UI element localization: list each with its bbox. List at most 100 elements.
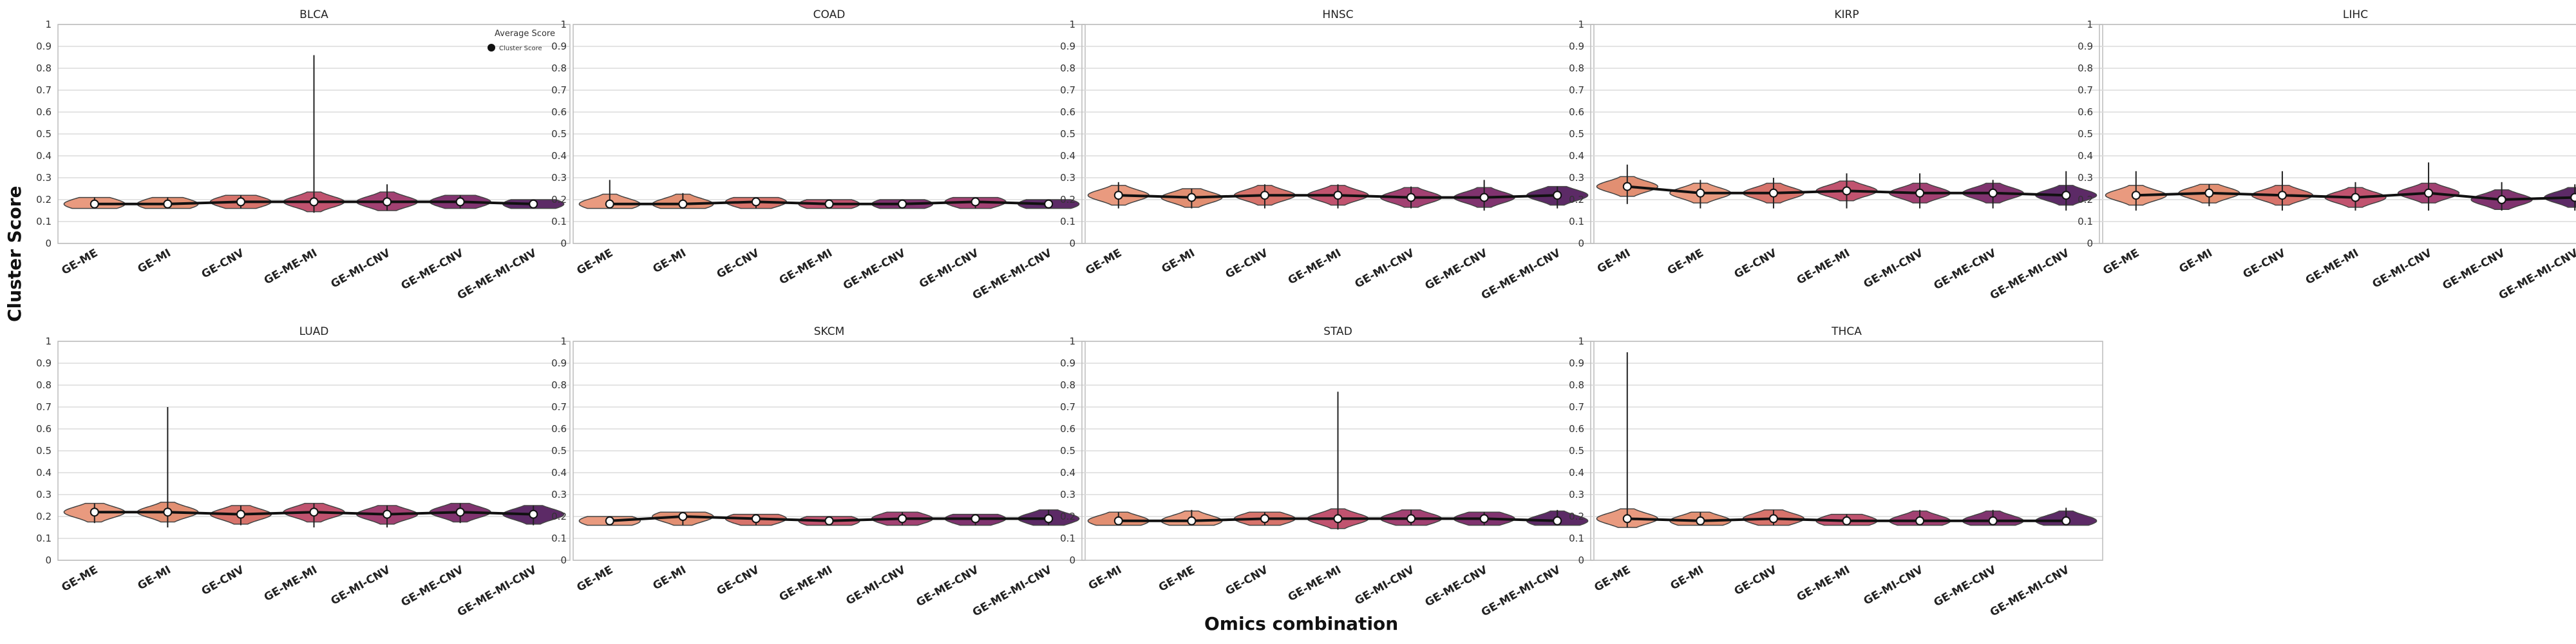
y-tick-label: 0.1 — [551, 533, 567, 544]
y-tick-label: 0.6 — [551, 423, 567, 435]
y-tick-label: 0.5 — [2078, 128, 2093, 140]
y-tick-label: 0.9 — [1060, 41, 1075, 52]
y-tick-label: 0.5 — [1060, 445, 1075, 457]
y-tick-label: 0.8 — [551, 379, 567, 391]
plot-frame — [57, 24, 571, 244]
y-tick-label: 0.8 — [1569, 379, 1584, 391]
mean-point — [2061, 191, 2071, 200]
x-tick-label: GE-MI — [135, 247, 173, 276]
y-tick-label: 0.1 — [2078, 216, 2093, 227]
y-tick-label: 1 — [1578, 336, 1584, 347]
mean-point — [383, 197, 392, 207]
mean-point — [1988, 516, 1998, 526]
y-tick-label: 1 — [45, 336, 52, 347]
y-tick-label: 0.9 — [36, 357, 52, 369]
mean-point — [751, 514, 761, 524]
mean-point — [1768, 514, 1778, 524]
x-tick-label: GE-MI-CNV — [2371, 247, 2435, 291]
y-tick-label: 0.6 — [36, 423, 52, 435]
plot-frame — [57, 341, 571, 561]
mean-point — [1187, 516, 1197, 526]
y-tick-label: 0.5 — [1569, 445, 1584, 457]
x-tick-label: GE-MI-CNV — [1862, 247, 1926, 291]
y-tick-label: 0.9 — [36, 41, 52, 52]
y-tick-label: 0.6 — [1060, 423, 1075, 435]
mean-point — [90, 507, 99, 517]
x-tick-label: GE-ME-CNV — [2441, 247, 2508, 293]
y-tick-label: 0.1 — [1569, 533, 1584, 544]
y-tick-label: 0.3 — [36, 489, 52, 500]
y-tick-label: 0 — [45, 554, 52, 566]
x-tick-label: GE-ME-MI-CNV — [1988, 247, 2072, 303]
y-tick-label: 0 — [1578, 554, 1584, 566]
y-tick-label: 0.2 — [36, 194, 52, 205]
x-tick-label: GE-ME-MI — [262, 247, 319, 287]
mean-point — [824, 516, 834, 526]
y-tick-label: 1 — [1069, 19, 1075, 30]
x-tick-label: GE-MI — [1668, 564, 1705, 592]
y-tick-label: 0.7 — [36, 84, 52, 96]
y-tick-label: 0.9 — [1569, 41, 1584, 52]
mean-point — [824, 199, 834, 209]
x-tick-label: GE-MI — [1086, 564, 1124, 592]
plot-frame — [1590, 341, 2103, 561]
y-tick-label: 0.4 — [36, 467, 52, 478]
mean-point — [1333, 514, 1343, 524]
x-tick-label: GE-ME-CNV — [399, 564, 466, 610]
mean-point — [2424, 188, 2434, 198]
subplot-title: STAD — [1323, 325, 1352, 338]
x-axis-label: Omics combination — [1204, 613, 1399, 634]
mean-point — [1622, 182, 1632, 191]
x-tick-label: GE-MI-CNV — [1862, 564, 1926, 608]
y-tick-label: 0.4 — [1569, 150, 1584, 162]
y-tick-label: 0.2 — [36, 511, 52, 522]
mean-point — [1044, 199, 1054, 209]
y-tick-label: 0.2 — [2078, 194, 2093, 205]
x-tick-label: GE-ME-CNV — [399, 247, 466, 293]
mean-point — [751, 197, 761, 207]
y-tick-label: 0.4 — [36, 150, 52, 162]
y-tick-label: 0.3 — [36, 172, 52, 184]
y-tick-label: 0.9 — [551, 357, 567, 369]
x-tick-label: GE-MI-CNV — [1353, 564, 1417, 608]
x-tick-label: GE-CNV — [200, 247, 247, 281]
mean-point — [898, 199, 907, 209]
subplot-title: LUAD — [299, 325, 329, 338]
mean-point — [1113, 191, 1123, 200]
x-tick-label: GE-ME-MI — [2304, 247, 2361, 287]
mean-point — [236, 509, 245, 519]
mean-point — [309, 507, 319, 517]
y-tick-label: 1 — [1578, 19, 1584, 30]
x-tick-label: GE-ME-CNV — [1932, 247, 1999, 293]
y-tick-label: 0.9 — [551, 41, 567, 52]
x-tick-label: GE-ME-CNV — [1932, 564, 1999, 610]
y-tick-label: 0.5 — [1569, 128, 1584, 140]
y-tick-label: 0.8 — [551, 62, 567, 74]
legend-entry: Cluster Score — [499, 45, 542, 52]
y-tick-label: 0.4 — [2078, 150, 2093, 162]
y-tick-label: 0.4 — [1569, 467, 1584, 478]
y-tick-label: 0 — [1578, 238, 1584, 249]
x-tick-label: GE-ME-MI — [262, 564, 319, 604]
mean-point — [163, 199, 173, 209]
y-tick-label: 0.5 — [1060, 128, 1075, 140]
mean-point — [1260, 191, 1269, 200]
x-tick-label: GE-ME-MI-CNV — [971, 564, 1055, 620]
x-tick-label: GE-ME-MI — [777, 564, 835, 604]
x-tick-label: GE-CNV — [1732, 564, 1780, 598]
mean-point — [455, 197, 465, 207]
mean-point — [383, 509, 392, 519]
y-tick-label: 0.8 — [36, 379, 52, 391]
subplot-thca: 0 0.1 0.2 0.3 0.4 0.5 0.6 0.7 0.8 0.9 1 THCA GE-ME GE… — [1569, 325, 2103, 620]
mean-point — [1842, 516, 1852, 526]
y-tick-label: 0.7 — [551, 84, 567, 96]
y-tick-label: 0.3 — [1569, 489, 1584, 500]
x-tick-label: GE-ME-MI — [1286, 247, 1343, 287]
x-tick-label: GE-ME-CNV — [914, 564, 981, 610]
y-tick-label: 0.7 — [36, 401, 52, 413]
y-tick-label: 0.1 — [551, 216, 567, 227]
y-tick-label: 0.7 — [551, 401, 567, 413]
x-tick-label: GE-ME — [59, 564, 100, 594]
x-tick-label: GE-ME — [1665, 247, 1706, 278]
x-tick-label: GE-ME — [574, 564, 615, 594]
